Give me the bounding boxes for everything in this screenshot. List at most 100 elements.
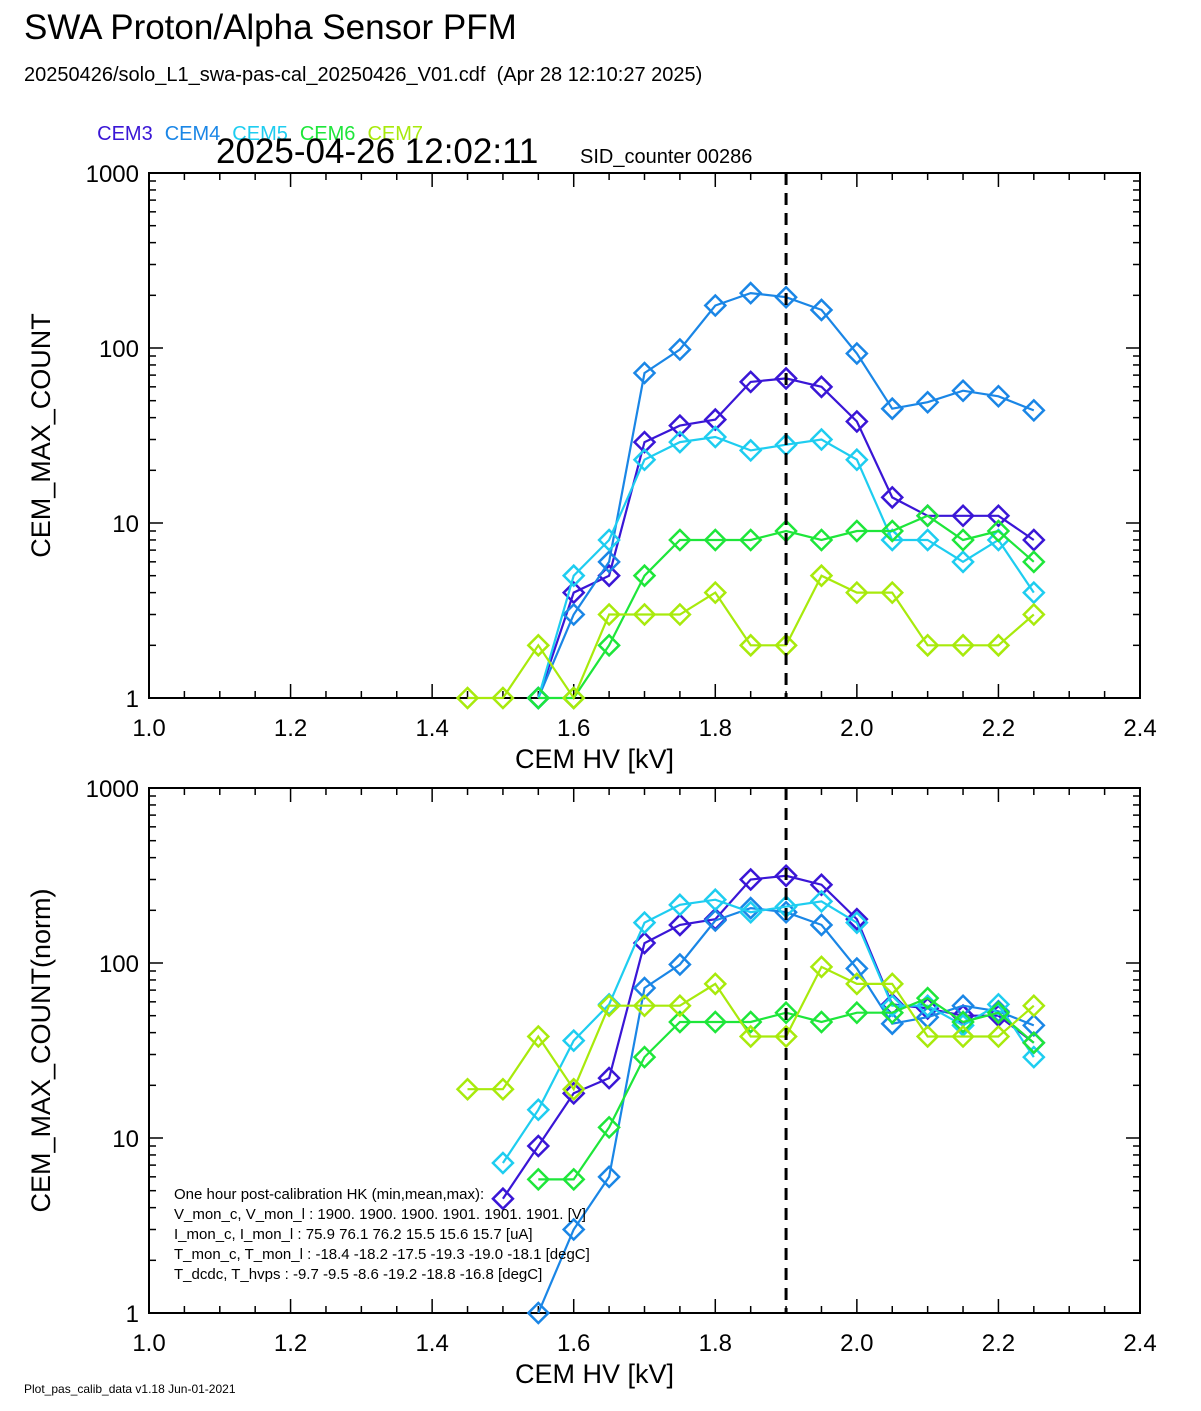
data-point xyxy=(986,1000,1011,1025)
data-point xyxy=(880,396,905,421)
data-point xyxy=(491,1077,515,1101)
data-point xyxy=(632,1045,657,1069)
hk-table-line: One hour post-calibration HK (min,mean,m… xyxy=(174,1186,484,1203)
data-point xyxy=(597,550,621,574)
y-tick-label: 10 xyxy=(112,1126,139,1153)
data-point xyxy=(703,580,728,605)
data-point xyxy=(561,580,586,605)
data-point xyxy=(880,528,905,552)
data-point xyxy=(1022,1045,1046,1069)
data-point xyxy=(738,1024,763,1049)
series-cem7 xyxy=(455,563,1046,710)
data-point xyxy=(738,900,763,925)
data-point xyxy=(738,1010,763,1034)
data-point xyxy=(632,430,657,454)
plot-frame xyxy=(148,172,1141,699)
data-point xyxy=(597,528,621,552)
data-point xyxy=(597,993,621,1018)
data-point xyxy=(1022,580,1046,605)
data-point xyxy=(880,972,905,996)
y-tick-label: 1000 xyxy=(86,776,139,803)
x-tick-label: 1.0 xyxy=(132,1330,165,1357)
data-point xyxy=(915,633,940,658)
data-point xyxy=(986,503,1011,528)
data-point xyxy=(703,528,728,552)
legend-entry-cem7: CEM7 xyxy=(367,123,424,145)
data-point xyxy=(809,528,834,552)
data-point xyxy=(455,1077,480,1101)
data-point xyxy=(1022,550,1046,574)
y-tick-label: 10 xyxy=(112,511,139,538)
data-point xyxy=(597,1115,621,1140)
data-point xyxy=(738,438,763,463)
data-point xyxy=(845,972,869,996)
legend-entry-cem3: CEM3 xyxy=(97,123,153,145)
data-point xyxy=(455,686,480,710)
chart-panel-2: 1.0 1.2 1.4 1.6 1.8 2.0 2.2 2.4 1 10 100 1000 CEM HV… xyxy=(26,776,1157,1389)
x-tick-label: 1.2 xyxy=(274,1330,307,1357)
data-point xyxy=(491,1186,515,1211)
data-point xyxy=(526,1134,551,1158)
data-point xyxy=(526,1097,551,1122)
data-point xyxy=(809,872,834,897)
data-point xyxy=(880,485,905,510)
data-point xyxy=(845,956,869,981)
data-point xyxy=(597,1066,621,1090)
y-tick-label: 1000 xyxy=(86,161,139,188)
data-point xyxy=(738,281,763,305)
data-point xyxy=(632,910,657,935)
data-point xyxy=(809,913,834,937)
data-point xyxy=(1022,1031,1046,1055)
data-point xyxy=(951,633,975,658)
hk-table-line: T_dcdc, T_hvps : -9.7 -9.5 -8.6 -19.2 -1… xyxy=(174,1266,542,1283)
data-point xyxy=(561,1081,586,1106)
data-point xyxy=(774,1000,798,1025)
data-point xyxy=(880,993,905,1018)
x-tick-label: 1.8 xyxy=(699,1330,732,1357)
data-point xyxy=(703,407,728,432)
footer-version: Plot_pas_calib_data v1.18 Jun-01-2021 xyxy=(24,1382,236,1396)
y-tick-label: 1 xyxy=(126,1301,139,1328)
data-point xyxy=(845,907,869,931)
data-point xyxy=(526,686,551,710)
x-axis-label: CEM HV [kV] xyxy=(515,744,674,774)
data-point xyxy=(880,1011,905,1036)
data-point xyxy=(986,384,1011,409)
x-tick-label: 1.6 xyxy=(557,1330,590,1357)
data-point xyxy=(738,528,763,552)
data-point xyxy=(774,366,798,391)
data-point xyxy=(880,580,905,605)
data-point xyxy=(668,913,692,937)
data-point xyxy=(632,976,657,1000)
data-point xyxy=(703,972,728,996)
data-point xyxy=(597,602,621,627)
data-point xyxy=(561,1028,586,1053)
data-point xyxy=(703,1010,728,1034)
series-line xyxy=(467,574,1035,701)
y-tick-label: 100 xyxy=(99,336,139,363)
data-point xyxy=(986,519,1011,543)
data-point xyxy=(951,528,975,552)
data-point xyxy=(880,519,905,543)
x-tick-label: 2.4 xyxy=(1123,1330,1156,1357)
legend-entry-cem4: CEM4 xyxy=(164,123,221,145)
data-point xyxy=(809,375,834,399)
legend-entry-cem5: CEM5 xyxy=(232,123,288,145)
data-point xyxy=(668,413,692,438)
data-point xyxy=(668,893,692,917)
data-point xyxy=(703,293,728,318)
legend-entry-cem6: CEM6 xyxy=(299,123,356,145)
data-point xyxy=(491,1151,515,1175)
hk-table-line: I_mon_c, I_mon_l : 75.9 76.1 76.2 15.5 1… xyxy=(174,1226,533,1243)
x-axis-label: CEM HV [kV] xyxy=(515,1359,674,1389)
data-point xyxy=(915,390,940,414)
data-point xyxy=(986,1024,1011,1049)
data-point xyxy=(809,955,834,979)
legend: CEM3 CEM4 CEM5 CEM6 CEM7 xyxy=(86,100,435,146)
data-point xyxy=(561,1167,586,1192)
data-point xyxy=(915,528,940,552)
y-axis-label: CEM_MAX_COUNT xyxy=(26,313,56,558)
data-point xyxy=(1022,1013,1046,1038)
file-subtitle: 20250426/solo_L1_swa-pas-cal_20250426_V0… xyxy=(24,64,703,86)
